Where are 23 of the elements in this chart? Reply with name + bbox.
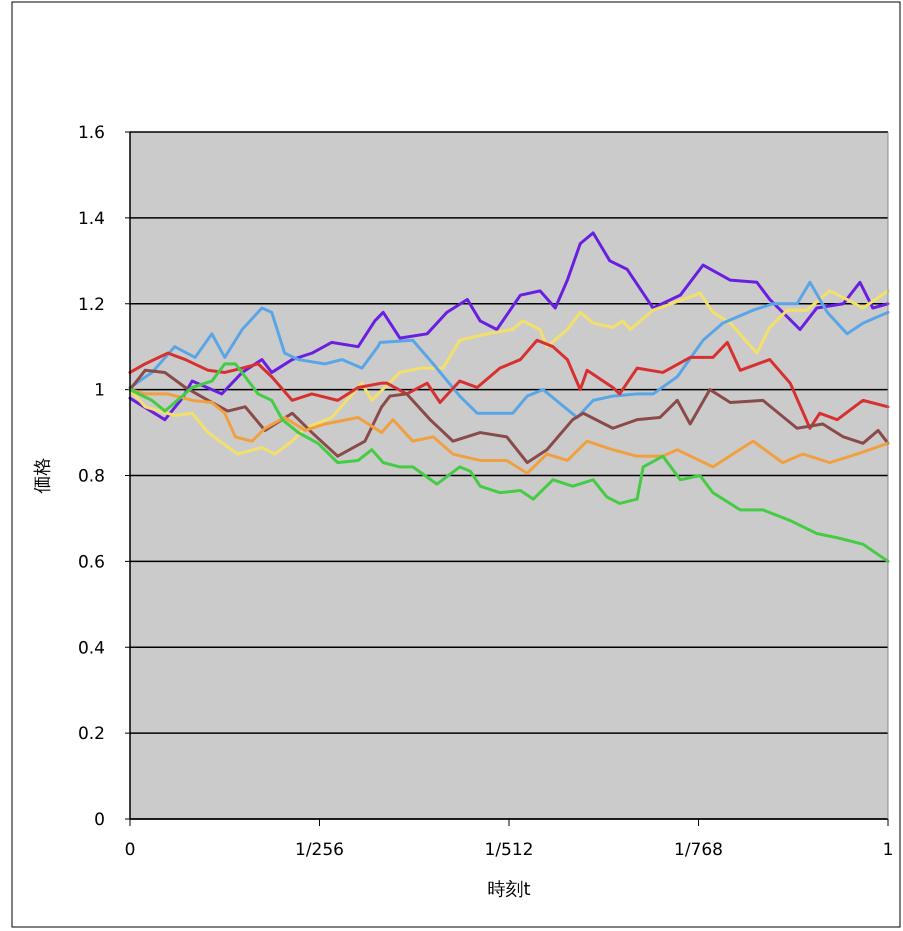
y-tick-label: 0.2	[78, 724, 105, 744]
y-tick-label: 1.6	[78, 123, 105, 143]
x-tick-label: 1/512	[484, 840, 534, 860]
x-axis-title: 時刻t	[487, 879, 531, 900]
line-series	[128, 388, 890, 475]
line-series	[128, 338, 890, 430]
y-tick-label: 1.4	[78, 208, 105, 229]
y-tick-label: 0	[94, 810, 105, 830]
x-tick-label: 0	[124, 840, 136, 860]
y-tick-label: 0.4	[78, 638, 105, 658]
line-series	[128, 368, 890, 464]
line-series	[128, 362, 890, 563]
x-tick-label: 1/256	[295, 840, 344, 860]
y-tick-label: 0.6	[78, 552, 105, 572]
y-tick-label: 1.2	[78, 294, 105, 315]
y-tick-label: 0.8	[78, 466, 105, 486]
x-tick-label: 1/768	[674, 840, 723, 860]
x-tick-label: 1	[882, 840, 894, 860]
y-axis-title: 価格	[32, 458, 53, 494]
line-series	[128, 289, 890, 456]
line-series	[128, 231, 890, 422]
line-series	[128, 280, 890, 420]
y-tick-label: 1	[94, 380, 105, 401]
